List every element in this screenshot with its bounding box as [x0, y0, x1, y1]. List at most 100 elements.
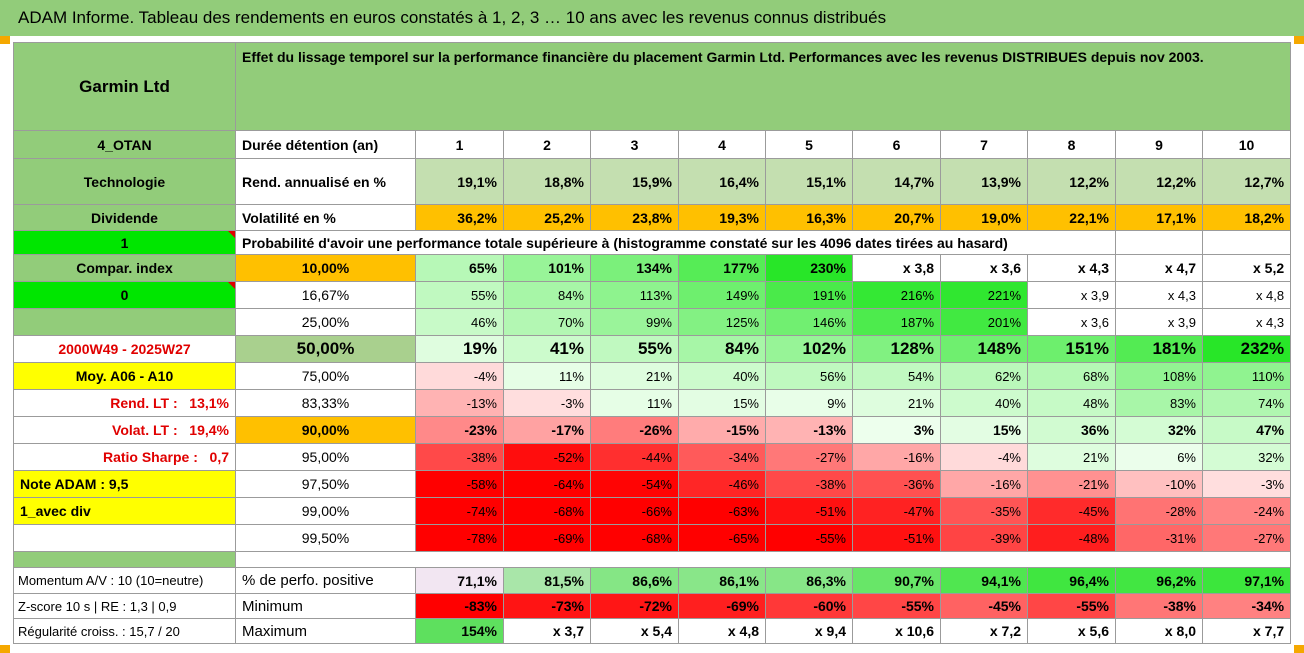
- percentile-value: -24%: [1201, 497, 1292, 525]
- percentile-value: x 4,8: [1201, 281, 1292, 309]
- corner-marker-bottom-left: [0, 645, 10, 653]
- percentile-value: 11%: [590, 389, 679, 417]
- percentile-value: -69%: [503, 524, 591, 552]
- percentile-value: -16%: [940, 470, 1028, 498]
- company-name: Garmin Ltd: [13, 42, 236, 131]
- percentile-value: 15%: [940, 416, 1028, 444]
- value-cell: 7: [940, 130, 1028, 159]
- value-cell: 36,2%: [415, 204, 504, 231]
- left-label: Moy. A06 - A10: [13, 362, 236, 390]
- value-cell: 13,9%: [940, 158, 1028, 205]
- bottom-value: x 4,8: [678, 618, 766, 644]
- left-label: 2000W49 - 2025W27: [13, 335, 236, 363]
- bottom-value: 81,5%: [503, 567, 591, 594]
- corner-marker-right: [1294, 36, 1304, 44]
- percentile-value: 113%: [590, 281, 679, 309]
- bottom-value: 97,1%: [1201, 567, 1292, 594]
- empty-cell: [1115, 230, 1203, 255]
- value-cell: 9: [1115, 130, 1203, 159]
- bottom-value: -83%: [415, 593, 504, 619]
- percentile-value: x 4,3: [1027, 254, 1116, 282]
- percentile-value: x 3,9: [1027, 281, 1116, 309]
- percentile-value: -3%: [1201, 470, 1292, 498]
- percentile-value: -4%: [415, 362, 504, 390]
- percentile-value: -78%: [415, 524, 504, 552]
- left-label: 0: [13, 281, 236, 309]
- stat-label: Ratio Sharpe :: [102, 449, 198, 465]
- percentile-value: 151%: [1027, 335, 1116, 363]
- percentile-label: 99,00%: [235, 497, 416, 525]
- left-label: Technologie: [13, 158, 236, 205]
- value-cell: 23,8%: [590, 204, 679, 231]
- percentile-value: -26%: [590, 416, 679, 444]
- value-cell: 8: [1027, 130, 1116, 159]
- left-stat: Ratio Sharpe : 0,7: [13, 443, 236, 471]
- value-cell: 19,0%: [940, 204, 1028, 231]
- bottom-row-label: Minimum: [235, 593, 416, 619]
- value-cell: 16,3%: [765, 204, 853, 231]
- value-cell: 10: [1201, 130, 1292, 159]
- percentile-value: 11%: [503, 362, 591, 390]
- percentile-value: -46%: [678, 470, 766, 498]
- value-cell: 5: [765, 130, 853, 159]
- percentile-value: -68%: [503, 497, 591, 525]
- percentile-value: 21%: [590, 362, 679, 390]
- bottom-value: x 9,4: [765, 618, 853, 644]
- percentile-value: x 3,9: [1115, 308, 1203, 336]
- bottom-value: 86,6%: [590, 567, 679, 594]
- stat-label: Rend. LT :: [110, 395, 178, 411]
- row-label: Volatilité en %: [235, 204, 416, 231]
- percentile-value: -68%: [590, 524, 679, 552]
- left-label: Dividende: [13, 204, 236, 231]
- percentile-value: -74%: [415, 497, 504, 525]
- percentile-value: -45%: [1027, 497, 1116, 525]
- row-label: Rend. annualisé en %: [235, 158, 416, 205]
- bottom-value: x 3,7: [503, 618, 591, 644]
- bottom-left-label: Z-score 10 s | RE : 1,3 | 0,9: [13, 593, 236, 619]
- percentile-value: 65%: [415, 254, 504, 282]
- value-cell: 17,1%: [1115, 204, 1203, 231]
- left-stat: Rend. LT : 13,1%: [13, 389, 236, 417]
- percentile-value: 55%: [415, 281, 504, 309]
- percentile-value: 47%: [1201, 416, 1292, 444]
- percentile-value: 99%: [590, 308, 679, 336]
- percentile-value: 146%: [765, 308, 853, 336]
- percentile-value: 48%: [1027, 389, 1116, 417]
- value-cell: 16,4%: [678, 158, 766, 205]
- percentile-value: 149%: [678, 281, 766, 309]
- stat-value: 0,7: [209, 449, 229, 465]
- left-label: Note ADAM : 9,5: [13, 470, 236, 498]
- percentile-value: -13%: [415, 389, 504, 417]
- bottom-value: 86,1%: [678, 567, 766, 594]
- value-cell: 22,1%: [1027, 204, 1116, 231]
- percentile-value: 221%: [940, 281, 1028, 309]
- percentile-value: -28%: [1115, 497, 1203, 525]
- percentile-value: 191%: [765, 281, 853, 309]
- percentile-label: 16,67%: [235, 281, 416, 309]
- percentile-value: -27%: [1201, 524, 1292, 552]
- bottom-value: -72%: [590, 593, 679, 619]
- bottom-value: 96,4%: [1027, 567, 1116, 594]
- report-title: ADAM Informe. Tableau des rendements en …: [0, 0, 1304, 36]
- bottom-value: x 10,6: [852, 618, 941, 644]
- percentile-value: 68%: [1027, 362, 1116, 390]
- percentile-value: 108%: [1115, 362, 1203, 390]
- bottom-value: -55%: [852, 593, 941, 619]
- spacer-left: [13, 551, 236, 568]
- percentile-label: 83,33%: [235, 389, 416, 417]
- stat-label: Volat. LT :: [112, 422, 178, 438]
- percentile-value: 230%: [765, 254, 853, 282]
- stat-value: 19,4%: [189, 422, 229, 438]
- percentile-value: 125%: [678, 308, 766, 336]
- percentile-value: 46%: [415, 308, 504, 336]
- percentile-value: -58%: [415, 470, 504, 498]
- percentile-value: 128%: [852, 335, 941, 363]
- value-cell: 4: [678, 130, 766, 159]
- percentile-value: x 3,6: [1027, 308, 1116, 336]
- bottom-value: -55%: [1027, 593, 1116, 619]
- percentile-value: -51%: [852, 524, 941, 552]
- percentile-value: -38%: [765, 470, 853, 498]
- percentile-value: 84%: [503, 281, 591, 309]
- percentile-value: 232%: [1201, 335, 1292, 363]
